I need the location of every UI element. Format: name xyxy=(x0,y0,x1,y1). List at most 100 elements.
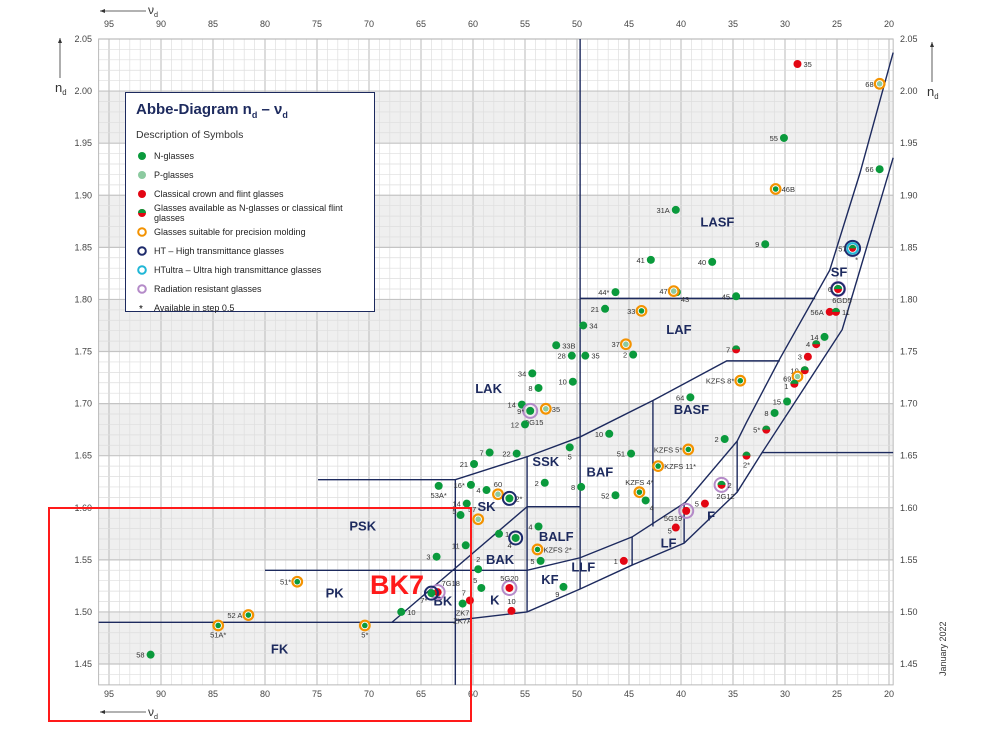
ht-ring xyxy=(501,490,517,506)
ht-ring xyxy=(830,281,846,297)
dot-green-half xyxy=(812,340,821,345)
dot xyxy=(641,496,650,505)
x-tick-label-top: 95 xyxy=(104,19,114,29)
point-label: KZFS 11* xyxy=(664,462,696,471)
legend-item: HTultra – Ultra high transmittance glass… xyxy=(136,260,364,279)
point-label: 10 xyxy=(595,430,603,439)
point-label: KZFS 2* xyxy=(543,545,571,554)
dot xyxy=(397,607,406,616)
dot xyxy=(495,491,501,498)
glass-point: 12 xyxy=(511,420,529,429)
point-label: 2 xyxy=(476,555,480,564)
dot xyxy=(577,482,586,491)
legend-symbol-icon: * xyxy=(139,304,143,314)
dot xyxy=(876,80,883,87)
glass-point: 4 xyxy=(476,486,491,495)
dot xyxy=(568,377,577,386)
point-label: 4 xyxy=(650,503,654,512)
dot xyxy=(458,599,467,608)
point-label: 7 xyxy=(479,449,483,458)
dot xyxy=(825,307,834,316)
dot xyxy=(783,397,792,406)
x-tick-label-top: 85 xyxy=(208,19,218,29)
point-label: 41 xyxy=(636,256,644,265)
x-tick-label-bottom: 40 xyxy=(676,689,686,699)
legend-symbol-icon xyxy=(138,170,146,179)
legend-item: Radiation resistant glasses xyxy=(136,279,364,298)
region-label-laf: LAF xyxy=(666,322,691,337)
point-label: 52 xyxy=(601,491,609,500)
point-label: 58 xyxy=(136,651,144,660)
dot-green-half xyxy=(742,451,751,456)
dot-green-half xyxy=(762,425,771,430)
point-label: 2 xyxy=(535,479,539,488)
point-label: 21 xyxy=(460,460,468,469)
point-label: 66 xyxy=(865,165,873,174)
glass-point: 51* xyxy=(280,575,304,588)
x-tick-label-bottom: 60 xyxy=(468,689,478,699)
x-tick-label-bottom: 20 xyxy=(884,689,894,699)
glass-point: 4 xyxy=(641,496,654,512)
y-tick-label-left: 1.85 xyxy=(74,242,92,252)
glass-point: 9*9G15 xyxy=(517,402,543,427)
x-tick-label-bottom: 25 xyxy=(832,689,842,699)
glass-point: 33B xyxy=(552,341,576,350)
glass-point: 47 xyxy=(659,285,680,297)
x-axis-arrow-bottom-head xyxy=(100,710,105,714)
glass-region-boundary xyxy=(391,506,528,623)
dot xyxy=(685,446,692,453)
point-label: 1 xyxy=(614,557,618,566)
dot xyxy=(611,288,620,297)
dot xyxy=(559,582,568,591)
point-label: 33 xyxy=(627,307,635,316)
glass-point: 5 xyxy=(565,443,574,461)
glass-point: 5 xyxy=(695,499,709,509)
point-label: 11 xyxy=(452,541,460,550)
glass-point: 40 xyxy=(698,257,717,267)
y-tick-label-right: 2.05 xyxy=(900,34,918,44)
region-label-lf: LF xyxy=(661,535,677,550)
x-tick-label-top: 40 xyxy=(676,19,686,29)
point-label: 53A* xyxy=(431,491,447,500)
x-tick-label-top: 80 xyxy=(260,19,270,29)
dot xyxy=(820,332,829,341)
glass-point: 2 xyxy=(623,350,638,360)
glass-point: 3 xyxy=(798,352,812,362)
dot xyxy=(534,522,543,531)
point-label: 12 xyxy=(511,420,519,429)
glass-point: 2 2G12 xyxy=(713,476,735,501)
y-tick-label-left: 1.65 xyxy=(74,451,92,461)
y-tick-label-right: 1.60 xyxy=(900,503,918,513)
dot xyxy=(770,408,779,417)
point-label: 46B xyxy=(782,185,795,194)
point-label: KZFS 4* xyxy=(625,478,653,487)
point-label: 69 xyxy=(783,375,791,384)
y-tick-label-right: 1.90 xyxy=(900,190,918,200)
point-label: 5G20 xyxy=(500,574,518,583)
glass-point: 7* xyxy=(420,585,439,605)
dot xyxy=(627,449,636,458)
glass-point: 57 * xyxy=(838,239,862,264)
point-label: 9* xyxy=(517,407,524,416)
point-sublabel: 9G15 xyxy=(525,418,543,427)
dot xyxy=(475,516,482,523)
x-tick-label-top: 60 xyxy=(468,19,478,29)
dot xyxy=(708,257,717,266)
glass-point: 8 xyxy=(571,482,586,492)
y-tick-label-right: 1.55 xyxy=(900,555,918,565)
y-tick-label-left: 1.45 xyxy=(74,659,92,669)
glass-point: 1 xyxy=(784,379,799,391)
point-label: 34 xyxy=(518,369,526,378)
x-tick-label-bottom: 50 xyxy=(572,689,582,699)
x-tick-label-top: 75 xyxy=(312,19,322,29)
point-label: 4 xyxy=(528,523,532,532)
region-label-baf: BAF xyxy=(587,465,614,480)
legend: Abbe-Diagram nd – νd Description of Symb… xyxy=(125,92,375,314)
glass-point: 4 xyxy=(806,340,821,349)
point-label: 10 xyxy=(407,608,415,617)
glass-point: 1 xyxy=(495,529,509,539)
point-label: KZFS 5* xyxy=(654,445,682,454)
point-label: 60 xyxy=(494,480,502,489)
point-sublabel: * xyxy=(855,255,858,264)
point-label: 45 xyxy=(722,292,730,301)
